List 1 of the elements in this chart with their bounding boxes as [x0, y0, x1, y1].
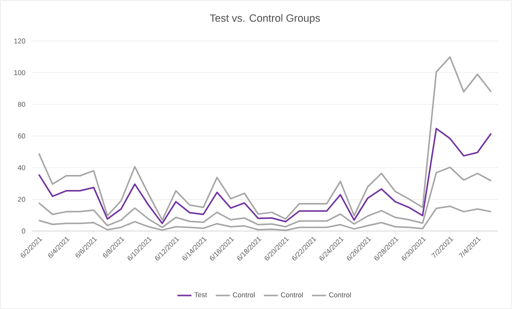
chart-title: Test vs. Control Groups [210, 14, 320, 24]
